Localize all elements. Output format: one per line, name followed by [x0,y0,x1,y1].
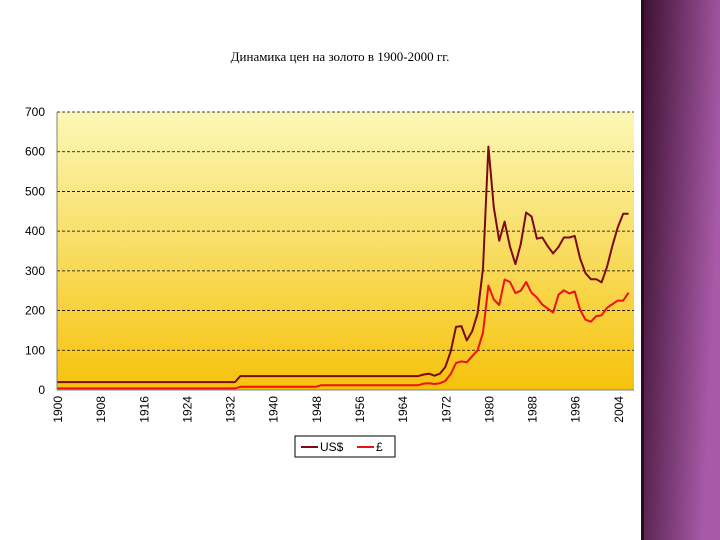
series-line-usd [57,145,629,384]
x-tick-label: 1996 [569,396,583,423]
y-axis-tick-labels: 0 100 200 300 400 500 600 700 [25,105,45,397]
x-tick-label: 2004 [612,396,626,423]
y-tick-label: 400 [25,224,45,238]
y-tick-label: 200 [25,304,45,318]
plot-area [57,112,634,390]
x-tick-label: 1900 [51,396,65,423]
x-tick-label: 1980 [482,396,496,423]
x-tick-label: 1948 [310,396,324,423]
x-tick-label: 1972 [439,396,453,423]
legend: US$ £ [294,435,396,458]
y-tick-label: 600 [25,145,45,159]
grid-lines [57,111,634,351]
series-lines [57,145,630,390]
side-panel-edge [641,0,644,540]
y-tick-label: 300 [25,264,45,278]
x-tick-label: 1964 [396,396,410,423]
y-tick-label: 500 [25,184,45,198]
decorative-side-panel [641,0,720,540]
x-tick-label: 1908 [94,396,108,423]
side-panel-fill [641,0,720,540]
y-tick-label: 700 [25,105,45,119]
x-tick-label: 1956 [353,396,367,423]
legend-label-usd: US$ [320,440,344,454]
x-tick-label: 1940 [267,396,281,423]
legend-label-gbp: £ [376,440,383,454]
y-tick-label: 0 [38,383,45,397]
series-line-gbp [57,278,630,390]
legend-box [294,435,396,458]
x-tick-label: 1916 [137,396,151,423]
x-tick-label: 1988 [526,396,540,423]
x-tick-label: 1924 [180,396,194,423]
chart-title: Динамика цен на золото в 1900-2000 гг. [230,49,450,64]
y-tick-label: 100 [25,343,45,357]
x-axis-tick-labels: 1900 1908 1916 1924 1932 1940 1948 1956 1964 1972… [51,396,626,423]
x-tick-label: 1932 [224,396,238,423]
